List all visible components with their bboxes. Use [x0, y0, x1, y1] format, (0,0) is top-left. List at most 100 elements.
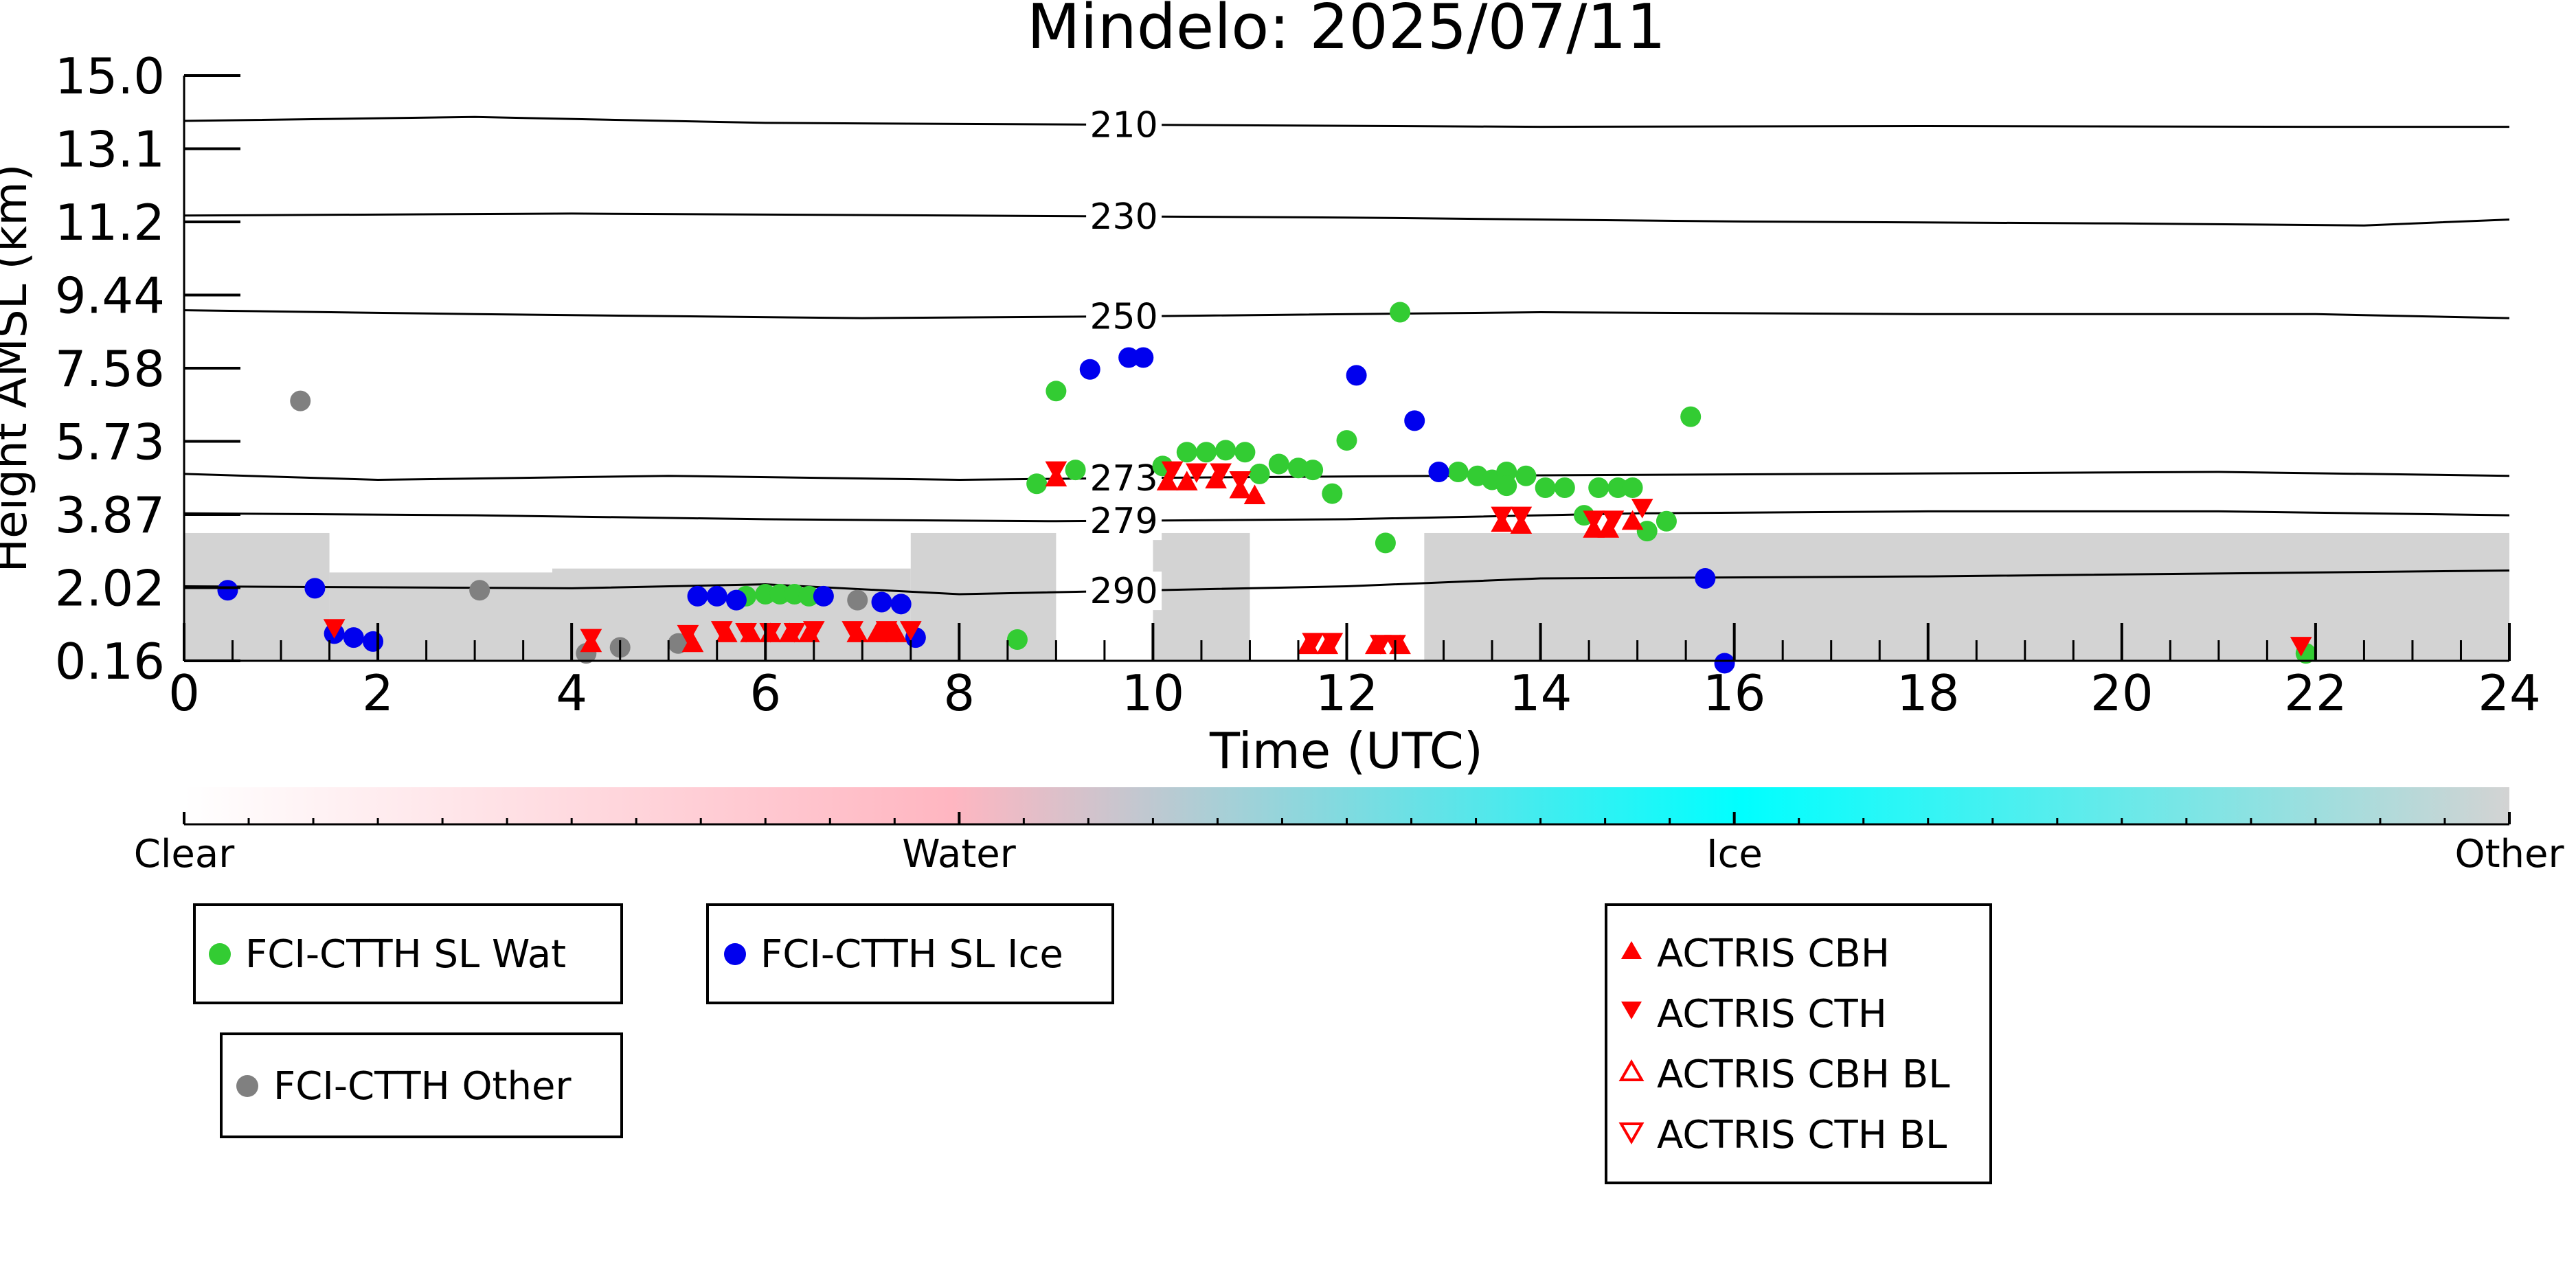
- data-point: [1447, 461, 1469, 482]
- isotherm-label-bg: [1086, 459, 1162, 498]
- data-point: [1065, 460, 1086, 481]
- data-point: [885, 622, 907, 642]
- data-point: [687, 585, 708, 607]
- legend-box: [220, 1032, 623, 1138]
- y-tick-label: 7.58: [55, 340, 165, 398]
- legend-box: [193, 903, 623, 1004]
- data-point: [1496, 475, 1517, 497]
- legend-marker-blue-circle: [724, 943, 746, 965]
- colorbar: Clear Water Ice Other: [134, 787, 2564, 877]
- data-point: [1390, 302, 1411, 323]
- x-ticks: 0 2 4 6 8 10 12 14 16 18 20 22 24: [168, 623, 2541, 722]
- data-point: [735, 623, 757, 643]
- colorbar-label-ice: Ice: [1706, 832, 1763, 877]
- data-point: [1046, 381, 1067, 402]
- legend-marker-triangle-up: [1621, 941, 1642, 959]
- data-point: [802, 621, 825, 641]
- data-point: [1636, 521, 1658, 542]
- isotherm-line: [184, 212, 2509, 227]
- legend-marker-gray-circle: [236, 1075, 258, 1097]
- legend-fci-other: FCI-CTTH Other: [220, 1032, 623, 1138]
- legend-label-actris-cbh-bl: ACTRIS CBH BL: [1657, 1052, 1950, 1097]
- x-axis-label: Time (UTC): [1209, 722, 1483, 780]
- cloud-phase-region: [552, 568, 911, 661]
- colorbar-label-water: Water: [902, 832, 1017, 877]
- data-point: [1186, 463, 1208, 484]
- isotherm-label-bg: [1086, 105, 1162, 144]
- x-tick-label: 22: [2284, 664, 2347, 722]
- data-point: [1631, 499, 1653, 519]
- data-point: [1491, 506, 1513, 527]
- colorbar-label-other: Other: [2454, 832, 2564, 877]
- x-tick-label: 12: [1315, 664, 1379, 722]
- isotherm-label: 279: [1089, 501, 1157, 542]
- data-point: [580, 629, 602, 649]
- legend-box: [1605, 903, 1992, 1184]
- data-point: [1588, 477, 1609, 498]
- x-tick-label: 10: [1122, 664, 1185, 722]
- data-point: [1176, 442, 1197, 463]
- cloud-phase-region: [184, 532, 330, 661]
- isotherm-label: 250: [1089, 297, 1157, 338]
- data-point: [1714, 653, 1735, 674]
- data-point: [783, 623, 806, 643]
- data-point: [706, 585, 727, 607]
- data-point: [1404, 410, 1425, 431]
- isotherm-line: [184, 569, 2509, 596]
- data-point: [1249, 463, 1270, 484]
- x-tick-label: 18: [1897, 664, 1960, 722]
- x-tick-label: 24: [2478, 664, 2541, 722]
- isotherm-label-bg: [1086, 297, 1162, 336]
- data-point: [1370, 635, 1392, 655]
- data-point: [1583, 510, 1605, 530]
- y-tick-label: 11.2: [55, 194, 165, 251]
- data-point: [1234, 442, 1256, 463]
- data-point: [1554, 477, 1575, 498]
- x-tick-label: 0: [168, 664, 200, 722]
- data-point: [1621, 510, 1644, 530]
- isotherm-label: 290: [1089, 571, 1157, 612]
- data-point: [847, 589, 868, 611]
- legend-fci-ice: FCI-CTTH SL Ice: [706, 903, 1114, 1004]
- legend-label-fci-other: FCI-CTTH Other: [273, 1064, 572, 1109]
- isotherm-line: [184, 115, 2509, 128]
- y-tick-label: 9.44: [55, 267, 165, 325]
- data-point: [323, 619, 346, 639]
- data-point: [1006, 629, 1028, 650]
- data-point: [1045, 461, 1067, 482]
- data-point: [304, 578, 326, 599]
- data-point: [1268, 453, 1289, 475]
- data-point: [755, 583, 776, 605]
- data-point: [1515, 465, 1537, 486]
- chart-title: Mindelo: 2025/07/11: [1027, 0, 1666, 63]
- x-tick-label: 6: [749, 664, 781, 722]
- y-axis-label: Height AMSL (km): [0, 164, 37, 573]
- data-point: [1195, 442, 1217, 463]
- isotherm-label-bg: [1086, 197, 1162, 236]
- data-point: [725, 589, 747, 611]
- x-tick-label: 2: [362, 664, 394, 722]
- isotherm-line: [184, 309, 2509, 319]
- legend-label-actris-cbh: ACTRIS CBH: [1657, 931, 1890, 976]
- colorbar-label-clear: Clear: [134, 832, 235, 877]
- x-tick-label: 14: [1509, 664, 1572, 722]
- data-point: [813, 585, 834, 607]
- y-tick-label: 13.1: [55, 121, 165, 179]
- y-tick-label: 15.0: [55, 47, 165, 105]
- data-point: [363, 631, 384, 652]
- legend-fci-water: FCI-CTTH SL Wat: [193, 903, 623, 1004]
- y-tick-label: 5.73: [55, 414, 165, 471]
- data-point: [1210, 463, 1232, 484]
- isotherm-label-bg: [1086, 572, 1162, 611]
- data-point: [1175, 471, 1198, 490]
- x-tick-label: 20: [2090, 664, 2154, 722]
- data-point: [841, 621, 864, 641]
- isotherm-label: 210: [1089, 105, 1157, 146]
- isotherm-label-bg: [1086, 501, 1162, 541]
- legend-marker-green-circle: [209, 943, 231, 965]
- data-point: [1656, 510, 1677, 532]
- isotherm-line: [184, 471, 2509, 482]
- legend-label-fci-ice: FCI-CTTH SL Ice: [760, 932, 1063, 977]
- legend-box: [706, 903, 1114, 1004]
